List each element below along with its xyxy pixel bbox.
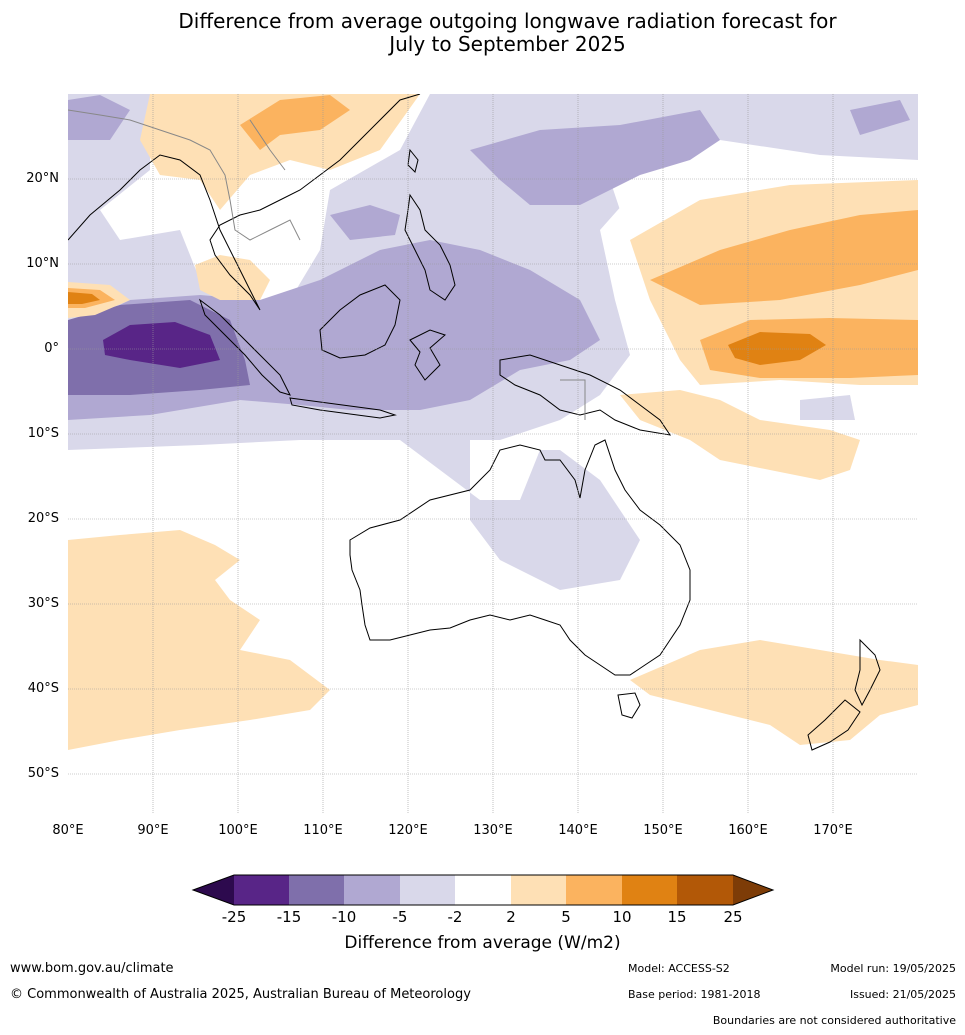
neutral-zone-pacific bbox=[600, 140, 918, 240]
lon-tick-160e: 160°E bbox=[728, 823, 768, 838]
anomaly-zone-light-positive-southwest bbox=[68, 530, 330, 750]
colorbar-outline bbox=[191, 874, 775, 906]
footer-model-run: Model run: 19/05/2025 bbox=[830, 962, 956, 975]
sumatra-outline bbox=[199, 298, 291, 396]
sulawesi-outline bbox=[409, 329, 446, 381]
colorbar-label-neg2: -2 bbox=[447, 908, 463, 926]
colorbar-label-5: 5 bbox=[561, 908, 571, 926]
colorbar-label-15: 15 bbox=[667, 908, 687, 926]
anomaly-zone-medium-positive-pacific bbox=[650, 210, 918, 305]
colorbar-swatch-5 bbox=[455, 875, 511, 905]
anomaly-zone-strong-positive bbox=[728, 332, 826, 365]
lon-tick-110e: 110°E bbox=[303, 823, 343, 838]
lon-tick-150e: 150°E bbox=[643, 823, 683, 838]
footer-base-period: Base period: 1981-2018 bbox=[628, 988, 761, 1001]
colorbar-label-neg25: -25 bbox=[221, 908, 247, 926]
colorbar-label-25: 25 bbox=[723, 908, 743, 926]
lon-tick-140e: 140°E bbox=[558, 823, 598, 838]
country-borders bbox=[68, 109, 586, 420]
java-outline bbox=[289, 397, 397, 419]
new-zealand-outline bbox=[807, 638, 881, 751]
anomaly-zone-medium-negative-ne bbox=[850, 100, 910, 135]
taiwan-outline bbox=[407, 148, 419, 173]
lat-tick-10s: 10°S bbox=[27, 426, 59, 441]
anomaly-zone-strong-positive-westedge bbox=[68, 292, 100, 304]
anomaly-zone-light-positive-png bbox=[620, 390, 860, 480]
map-title: Difference from average outgoing longwav… bbox=[0, 10, 965, 56]
australia-outline bbox=[349, 439, 691, 676]
anomaly-zone-medium-negative-scs bbox=[330, 205, 400, 240]
anomaly-zone-very-strong-negative bbox=[103, 322, 220, 368]
footer-url: www.bom.gov.au/climate bbox=[10, 961, 174, 976]
borneo-outline bbox=[319, 284, 401, 359]
anomaly-zone-medium-negative-nw bbox=[68, 95, 130, 140]
anomaly-zone-light-negative-2 bbox=[800, 395, 855, 420]
lon-tick-90e: 90°E bbox=[137, 823, 169, 838]
colorbar-label-neg15: -15 bbox=[276, 908, 302, 926]
colorbar-min-arrow bbox=[193, 875, 234, 905]
footer-copyright: © Commonwealth of Australia 2025, Austra… bbox=[10, 987, 471, 1002]
lon-tick-80e: 80°E bbox=[52, 823, 84, 838]
colorbar-label-10: 10 bbox=[612, 908, 632, 926]
olr-anomaly-map bbox=[68, 94, 918, 814]
colorbar-swatch-9 bbox=[677, 875, 733, 905]
lat-tick-equator: 0° bbox=[44, 341, 59, 356]
colorbar-label-neg5: -5 bbox=[392, 908, 408, 926]
colorbar-label-2: 2 bbox=[506, 908, 516, 926]
tasmania-outline bbox=[617, 692, 641, 719]
lat-tick-30s: 30°S bbox=[27, 596, 59, 611]
anomaly-zone-medium-negative-north bbox=[470, 110, 720, 205]
philippines-outline bbox=[404, 193, 456, 301]
colorbar-swatch-7 bbox=[566, 875, 622, 905]
colorbar-swatch-4 bbox=[400, 875, 455, 905]
footer-issued: Issued: 21/05/2025 bbox=[849, 988, 956, 1001]
title-line-1: Difference from average outgoing longwav… bbox=[178, 9, 837, 33]
colorbar-swatch-6 bbox=[511, 875, 566, 905]
colorbar-swatch-8 bbox=[622, 875, 677, 905]
lon-tick-130e: 130°E bbox=[473, 823, 513, 838]
anomaly-zone-light-positive-tasman bbox=[630, 640, 918, 745]
lon-tick-120e: 120°E bbox=[388, 823, 428, 838]
footer-disclaimer: Boundaries are not considered authoritat… bbox=[712, 1014, 956, 1027]
title-line-2: July to September 2025 bbox=[389, 32, 626, 56]
footer-model: Model: ACCESS-S2 bbox=[628, 962, 730, 975]
lat-tick-50s: 50°S bbox=[27, 766, 59, 781]
lat-tick-20n: 20°N bbox=[26, 171, 59, 186]
colorbar bbox=[191, 874, 775, 906]
colorbar-label-neg10: -10 bbox=[331, 908, 357, 926]
lon-tick-170e: 170°E bbox=[813, 823, 853, 838]
lat-tick-40s: 40°S bbox=[27, 681, 59, 696]
anomaly-zone-light-positive-north bbox=[140, 94, 420, 210]
colorbar-max-arrow bbox=[733, 875, 773, 905]
colorbar-swatch-3 bbox=[344, 875, 400, 905]
asia-coastline bbox=[68, 94, 421, 311]
anomaly-zone-medium-positive-china bbox=[240, 95, 350, 150]
lat-tick-20s: 20°S bbox=[27, 511, 59, 526]
colorbar-swatch-1 bbox=[234, 875, 289, 905]
graticule bbox=[68, 94, 918, 814]
lat-tick-10n: 10°N bbox=[26, 256, 59, 271]
colorbar-title: Difference from average (W/m2) bbox=[344, 933, 621, 953]
new-guinea-outline bbox=[499, 354, 672, 436]
colorbar-swatch-2 bbox=[289, 875, 344, 905]
lon-tick-100e: 100°E bbox=[218, 823, 258, 838]
